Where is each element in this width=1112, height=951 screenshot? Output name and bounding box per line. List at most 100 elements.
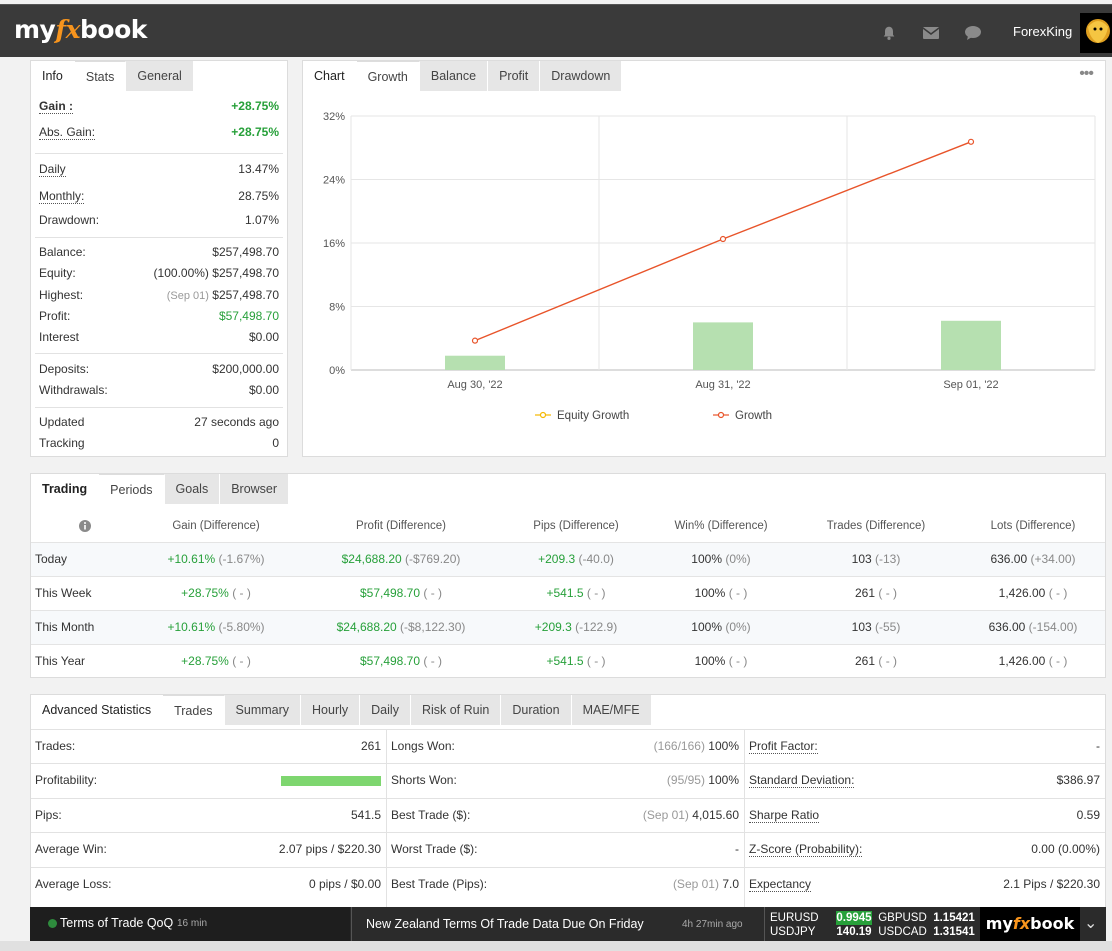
abs-gain-label[interactable]: Abs. Gain: bbox=[39, 125, 96, 140]
lots-cell: 636.00 (-154.00) bbox=[961, 609, 1105, 644]
stat-label[interactable]: Z-Score (Probability): bbox=[749, 842, 863, 858]
tab-growth[interactable]: Growth bbox=[356, 61, 420, 91]
chart-menu-icon[interactable]: ••• bbox=[1079, 65, 1094, 82]
daily-value: 13.47% bbox=[238, 162, 279, 176]
mail-icon[interactable] bbox=[922, 25, 940, 41]
stat-label[interactable]: Profit Factor: bbox=[749, 739, 818, 754]
y-tick-label: 16% bbox=[323, 238, 345, 250]
tab-periods[interactable]: Periods bbox=[99, 474, 165, 504]
tab-daily[interactable]: Daily bbox=[360, 695, 411, 725]
updated-value: 27 seconds ago bbox=[194, 415, 279, 429]
bell-icon[interactable] bbox=[880, 25, 898, 41]
tab-goals[interactable]: Goals bbox=[164, 474, 221, 504]
profit-cell: $57,498.70 ( - ) bbox=[301, 643, 501, 678]
tab-stats[interactable]: Stats bbox=[74, 61, 127, 91]
ticker-logo[interactable]: myfxbook bbox=[980, 907, 1080, 941]
tab-duration[interactable]: Duration bbox=[501, 695, 572, 725]
gain-label[interactable]: Gain : bbox=[39, 99, 74, 114]
tab-trading[interactable]: Trading bbox=[31, 474, 100, 504]
tab-general[interactable]: General bbox=[126, 61, 194, 91]
stat-value: 2.07 pips / $220.30 bbox=[278, 842, 381, 857]
profit-cell: $57,498.70 ( - ) bbox=[301, 575, 501, 610]
tab-balance[interactable]: Balance bbox=[419, 61, 489, 91]
gain-row: Gain : +28.75% bbox=[39, 99, 279, 119]
avatar[interactable] bbox=[1080, 13, 1112, 53]
column-divider bbox=[386, 729, 387, 908]
column-header: Pips (Difference) bbox=[533, 519, 619, 532]
monthly-label[interactable]: Monthly: bbox=[39, 189, 85, 204]
username[interactable]: ForexKing bbox=[1013, 24, 1073, 39]
x-tick-label: Sep 01, '22 bbox=[943, 379, 998, 391]
column-header: Profit (Difference) bbox=[356, 519, 446, 532]
myfxbook-logo[interactable]: myfxbook bbox=[14, 15, 147, 44]
column-header: Gain (Difference) bbox=[172, 519, 260, 532]
gain-cell: +28.75% ( - ) bbox=[131, 575, 301, 610]
pips-cell: +541.5 ( - ) bbox=[501, 575, 651, 610]
stat-value: 2.1 Pips / $220.30 bbox=[1003, 876, 1100, 891]
deposits-row: Deposits: $200,000.00 bbox=[39, 362, 279, 382]
stat-label[interactable]: Expectancy bbox=[749, 876, 812, 892]
bar-equity-growth bbox=[941, 320, 1001, 370]
lots-cell: 1,426.00 ( - ) bbox=[961, 575, 1105, 610]
tab-hourly[interactable]: Hourly bbox=[301, 695, 361, 725]
table-row: This Year +28.75% ( - ) $57,498.70 ( - ) +5… bbox=[31, 643, 1105, 678]
stat-row: Profit Factor: - bbox=[745, 729, 1105, 763]
news-item[interactable]: Terms of Trade QoQ 16 min bbox=[30, 907, 350, 941]
news-headline[interactable]: New Zealand Terms Of Trade Data Due On F… bbox=[366, 917, 644, 931]
column-divider bbox=[744, 729, 745, 908]
y-tick-label: 8% bbox=[329, 302, 345, 314]
stat-label[interactable]: Standard Deviation: bbox=[749, 773, 855, 789]
tab-mae-mfe[interactable]: MAE/MFE bbox=[571, 695, 652, 725]
tab-summary[interactable]: Summary bbox=[224, 695, 302, 725]
win-cell: 100% (0%) bbox=[651, 541, 791, 576]
chat-icon[interactable] bbox=[964, 25, 982, 41]
stat-value: $386.97 bbox=[1056, 773, 1100, 788]
daily-label[interactable]: Daily bbox=[39, 162, 66, 177]
top-navigation-bar: myfxbook ForexKing bbox=[0, 4, 1112, 57]
table-row: This Month +10.61% (-5.80%) $24,688.20 (-$… bbox=[31, 609, 1105, 644]
tab-trades[interactable]: Trades bbox=[163, 695, 225, 725]
tab-drawdown[interactable]: Drawdown bbox=[540, 61, 623, 91]
abs-gain-value: +28.75% bbox=[231, 125, 279, 139]
abs-gain-row: Abs. Gain: +28.75% bbox=[39, 125, 279, 145]
stat-label[interactable]: Sharpe Ratio bbox=[749, 807, 820, 823]
quote-price: 1.31541 bbox=[933, 926, 975, 938]
tab-advanced-statistics[interactable]: Advanced Statistics bbox=[31, 695, 164, 725]
stat-value: - bbox=[735, 842, 739, 857]
stat-row: Average Loss: 0 pips / $0.00 bbox=[31, 866, 387, 901]
info-icon[interactable] bbox=[78, 519, 92, 533]
tab-profit[interactable]: Profit bbox=[488, 61, 541, 91]
x-tick-label: Aug 31, '22 bbox=[695, 379, 750, 391]
quotes-box[interactable]: EURUSD 0.9945 GBPUSD 1.15421 USDJPY 140.19 … bbox=[770, 911, 975, 939]
stat-label: Best Trade ($): bbox=[391, 807, 471, 822]
growth-point bbox=[719, 235, 727, 243]
monthly-row: Monthly: 28.75% bbox=[39, 189, 279, 209]
tracking-value: 0 bbox=[272, 436, 279, 450]
periods-table: Gain (Difference) Profit (Difference) Pi… bbox=[31, 510, 1105, 678]
balance-row: Balance: $257,498.70 bbox=[39, 245, 279, 265]
divider bbox=[351, 907, 352, 941]
tab-risk-of-ruin[interactable]: Risk of Ruin bbox=[410, 695, 502, 725]
tab-browser[interactable]: Browser bbox=[220, 474, 290, 504]
y-tick-label: 32% bbox=[323, 111, 345, 123]
equity-label: Equity: bbox=[39, 266, 76, 280]
profit-cell: $24,688.20 (-$769.20) bbox=[301, 541, 501, 576]
chevron-down-icon[interactable]: ⌄ bbox=[1084, 915, 1098, 932]
drawdown-row: Drawdown: 1.07% bbox=[39, 213, 279, 233]
pips-cell: +541.5 ( - ) bbox=[501, 643, 651, 678]
table-header-row: Gain (Difference) Profit (Difference) Pi… bbox=[31, 510, 1105, 542]
stat-value: - bbox=[1096, 739, 1100, 753]
news-title[interactable]: Terms of Trade QoQ bbox=[60, 916, 174, 930]
stat-label: Pips: bbox=[35, 807, 62, 822]
balance-label: Balance: bbox=[39, 245, 86, 259]
interest-label: Interest bbox=[39, 330, 80, 344]
win-cell: 100% (0%) bbox=[651, 609, 791, 644]
info-icon-header[interactable] bbox=[31, 510, 131, 542]
divider bbox=[35, 407, 283, 408]
profitability-bar bbox=[281, 776, 381, 787]
quote-pair: EURUSD bbox=[770, 912, 819, 924]
tab-chart[interactable]: Chart bbox=[303, 61, 357, 91]
stat-row: Standard Deviation: $386.97 bbox=[745, 763, 1105, 797]
tab-info[interactable]: Info bbox=[31, 61, 75, 91]
stat-value: (Sep 01) 7.0 bbox=[672, 876, 739, 891]
